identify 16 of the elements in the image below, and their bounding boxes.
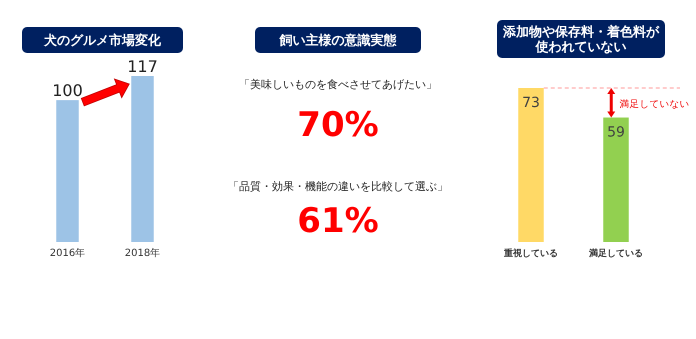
data-label: 73 bbox=[522, 95, 540, 111]
data-label: 100 bbox=[52, 81, 83, 100]
text: 「美味しいものを食べさせてあげたい」 bbox=[239, 78, 437, 91]
text: 61% bbox=[297, 201, 379, 241]
chart-title: 添加物や保存料・着色料が使われていない bbox=[502, 24, 660, 55]
x-tick-label: 満足している bbox=[588, 248, 643, 259]
text: 70% bbox=[297, 105, 379, 145]
x-tick-label: 重視している bbox=[503, 248, 558, 259]
data-label: 59 bbox=[607, 124, 625, 141]
x-tick-label: 2018年 bbox=[124, 247, 160, 259]
text: 「品質・効果・機能の違いを比較して選ぶ」 bbox=[228, 180, 448, 193]
chart-title: 犬のグルメ市場変化 bbox=[44, 32, 162, 48]
text: 飼い主様の意識実態 bbox=[278, 32, 398, 48]
x-tick-label: 2016年 bbox=[50, 247, 86, 259]
ref-line-label: 満足していない bbox=[619, 98, 690, 110]
data-label: 117 bbox=[127, 57, 158, 76]
